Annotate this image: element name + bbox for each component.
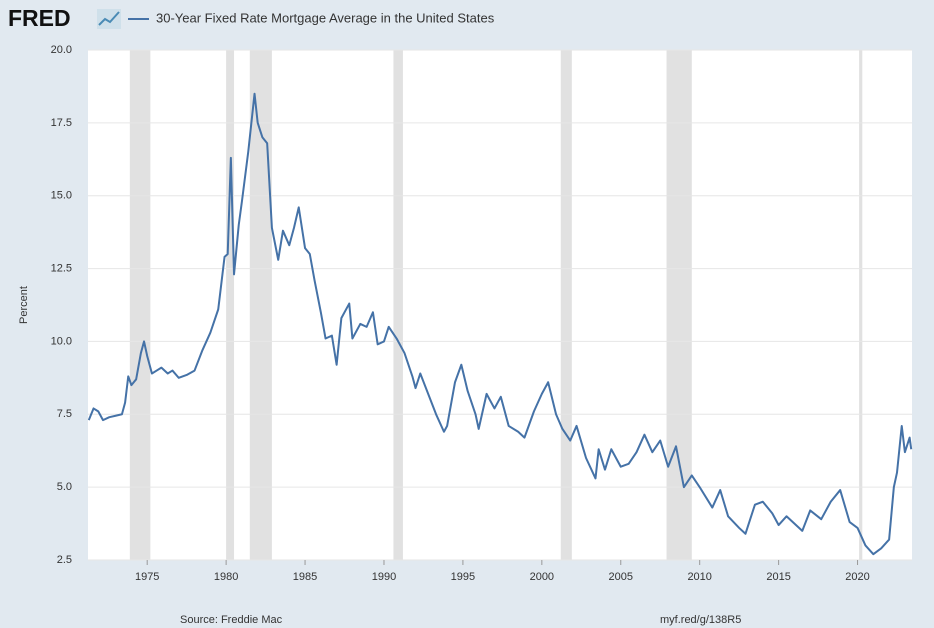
recession-band <box>226 50 235 560</box>
x-tick-label: 1985 <box>293 571 317 583</box>
recession-band <box>393 50 403 560</box>
y-tick-label: 10.0 <box>51 335 72 347</box>
brand-logo: FRED <box>8 5 71 31</box>
x-tick-label: 1995 <box>451 571 475 583</box>
x-tick-label: 2010 <box>687 571 711 583</box>
x-tick-label: 1990 <box>372 571 396 583</box>
y-tick-label: 7.5 <box>57 408 72 420</box>
y-tick-label: 12.5 <box>51 262 72 274</box>
x-tick-label: 2005 <box>609 571 633 583</box>
recession-band <box>666 50 692 560</box>
link: myf.red/g/138R5 <box>660 614 741 626</box>
y-tick-label: 20.0 <box>51 44 72 56</box>
y-tick-label: 2.5 <box>57 554 72 566</box>
y-tick-label: 15.0 <box>51 190 72 202</box>
plot-area <box>88 50 912 560</box>
legend-label: 30-Year Fixed Rate Mortgage Average in t… <box>156 10 495 25</box>
recession-band <box>129 50 151 560</box>
recession-band <box>249 50 272 560</box>
x-tick-label: 1975 <box>135 571 159 583</box>
y-tick-label: 5.0 <box>57 481 72 493</box>
x-tick-label: 1980 <box>214 571 238 583</box>
y-tick-label: 17.5 <box>51 117 72 129</box>
x-tick-label: 2020 <box>845 571 869 583</box>
source: Source: Freddie Mac <box>180 614 283 626</box>
series-line <box>87 92 913 556</box>
recession-band <box>859 50 863 560</box>
brand-icon <box>97 9 121 29</box>
x-tick-label: 2000 <box>530 571 554 583</box>
y-axis-label: Percent <box>18 286 30 324</box>
x-tick-label: 2015 <box>766 571 790 583</box>
recession-band <box>560 50 572 560</box>
